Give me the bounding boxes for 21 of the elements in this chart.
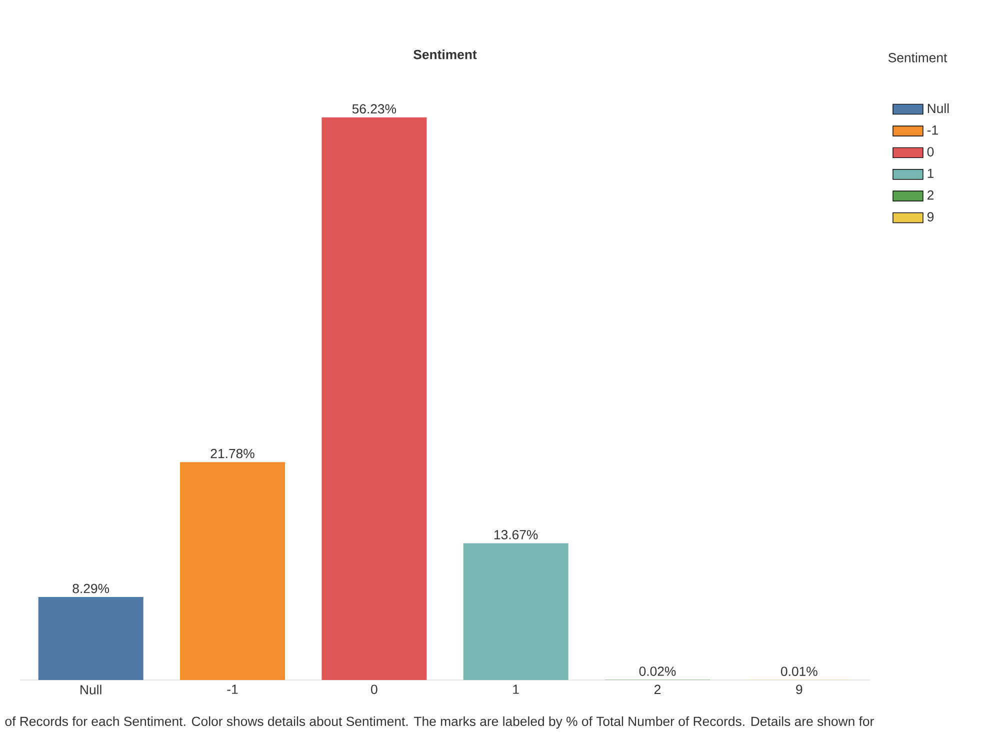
legend-label: 0 [927,147,934,156]
data-label: 8.29% [72,584,110,594]
data-label: 13.67% [494,530,538,540]
data-label: 56.23% [352,104,396,114]
legend-label: 2 [928,190,934,200]
x-tick-label: 0 [371,684,378,694]
x-tick-label: 1 [513,684,519,694]
data-label: 0.02% [639,666,676,676]
legend-label: Null [928,103,949,114]
x-tick-label: 2 [654,684,661,694]
chart-title: Sentiment [414,50,477,60]
x-tick-label: 9 [796,684,802,694]
legend-title: Sentiment [888,52,948,62]
legend-label: 9 [927,212,934,222]
data-label: 0.01% [781,666,818,676]
x-tick-label: Null [80,684,102,694]
x-tick-label: -1 [227,684,238,694]
legend-label: -1 [927,126,938,135]
text: of Records for each Sentiment. Color shows details about Sentiment. The marks are labeled by % of Total Number of Records. Details are shown for [5,716,874,729]
legend-label: 1 [928,168,934,178]
data-label: 21.78% [210,448,254,458]
